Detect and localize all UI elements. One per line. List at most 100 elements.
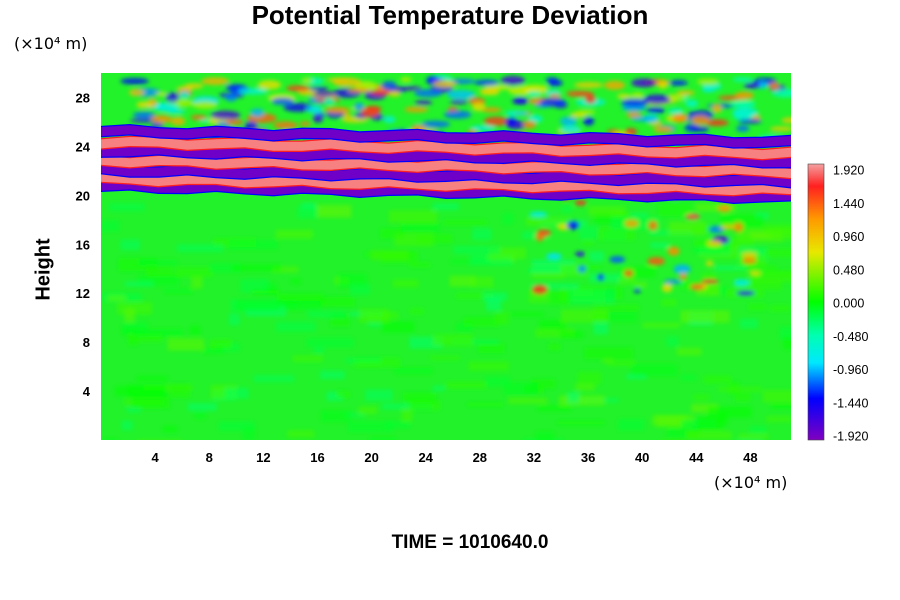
field-patch — [143, 385, 193, 391]
field-patch — [470, 276, 494, 288]
x-axis-unit: (×10⁴ m) — [714, 473, 788, 492]
heatmap-bands — [101, 123, 791, 204]
field-patch — [631, 364, 678, 377]
field-patch — [191, 275, 203, 289]
y-axis-unit: (×10⁴ m) — [14, 34, 88, 53]
field-patch — [537, 405, 571, 411]
field-patch — [131, 396, 170, 409]
field-patch — [137, 439, 182, 440]
wave-patch — [522, 120, 537, 129]
field-patch — [319, 296, 355, 307]
wave-patch — [711, 103, 723, 114]
wave-patch — [520, 84, 549, 89]
field-patch — [522, 231, 550, 240]
field-patch — [128, 333, 163, 342]
field-patch — [194, 412, 207, 419]
colorbar-tick-label: 0.000 — [833, 297, 864, 311]
field-patch — [703, 375, 732, 384]
colorbar-tick-label: -1.920 — [833, 430, 868, 444]
field-patch — [231, 264, 282, 272]
field-patch — [235, 300, 282, 311]
wave-patch — [381, 81, 397, 91]
field-patch — [124, 281, 154, 287]
field-patch — [326, 391, 343, 401]
wave-patch — [667, 94, 686, 102]
field-patch — [228, 240, 278, 250]
wave-patch — [769, 82, 780, 90]
field-patch — [467, 402, 503, 407]
wave-patch — [559, 116, 578, 126]
field-patch — [667, 427, 700, 438]
field-patch — [782, 335, 791, 350]
wave-patch — [559, 125, 582, 134]
field-patch — [368, 322, 381, 327]
field-patch — [608, 360, 635, 367]
field-patch — [137, 275, 180, 286]
disturbance-patch — [535, 233, 545, 242]
wave-patch — [165, 92, 180, 103]
wave-patch — [443, 110, 472, 119]
field-patch — [658, 204, 693, 217]
colorbar-tick-label: 0.480 — [833, 263, 864, 277]
field-patch — [733, 265, 778, 271]
field-patch — [525, 217, 572, 226]
wave-patch — [309, 86, 329, 91]
field-patch — [456, 293, 494, 298]
field-patch — [290, 278, 301, 284]
x-tick-label: 36 — [581, 450, 595, 465]
y-tick-label: 28 — [76, 91, 90, 106]
field-patch — [381, 403, 432, 410]
field-patch — [452, 339, 499, 344]
wave-patch — [733, 111, 753, 121]
band-1 — [101, 172, 791, 196]
field-patch — [495, 311, 509, 325]
field-patch — [548, 343, 561, 351]
wave-patch — [732, 77, 753, 82]
field-patch — [686, 431, 732, 440]
wave-patch — [132, 111, 156, 119]
disturbance-patch — [545, 252, 562, 260]
disturbance-patch — [733, 279, 750, 287]
field-patch — [585, 265, 600, 270]
field-patch — [432, 385, 445, 391]
field-patch — [567, 392, 580, 403]
wave-patch — [479, 88, 500, 94]
y-axis-label: Height — [32, 238, 55, 301]
wave-patch — [657, 80, 669, 89]
field-patch — [369, 437, 397, 440]
wave-patch — [154, 102, 179, 112]
field-patch — [128, 337, 139, 346]
field-patch — [666, 336, 679, 347]
wave-patch — [210, 110, 241, 120]
wave-patch — [225, 119, 244, 125]
field-patch — [584, 347, 633, 360]
wave-patch — [388, 90, 401, 97]
field-patch — [365, 389, 393, 401]
field-patch — [714, 265, 746, 271]
field-patch — [445, 381, 487, 389]
field-patch — [591, 312, 637, 322]
wave-patch — [404, 106, 429, 113]
field-patch — [503, 382, 538, 395]
wave-patch — [421, 120, 450, 128]
field-patch — [385, 421, 411, 429]
field-patch — [463, 317, 500, 327]
field-patch — [531, 379, 556, 389]
wave-patch — [500, 75, 525, 86]
wave-patch — [414, 100, 433, 105]
y-tick-label: 20 — [76, 188, 90, 203]
disturbance-patch — [705, 260, 714, 267]
field-patch — [696, 284, 719, 296]
field-patch — [321, 410, 351, 422]
wave-patch — [312, 113, 324, 123]
wave-patch — [631, 78, 656, 88]
wave-patch — [573, 82, 604, 88]
disturbance-patch — [647, 257, 665, 266]
wave-patch — [306, 105, 323, 114]
disturbance-patch — [567, 220, 580, 230]
colorbar — [807, 163, 825, 441]
field-patch — [124, 308, 135, 322]
field-patch — [276, 293, 325, 304]
field-patch — [126, 407, 141, 413]
field-patch — [578, 371, 601, 385]
